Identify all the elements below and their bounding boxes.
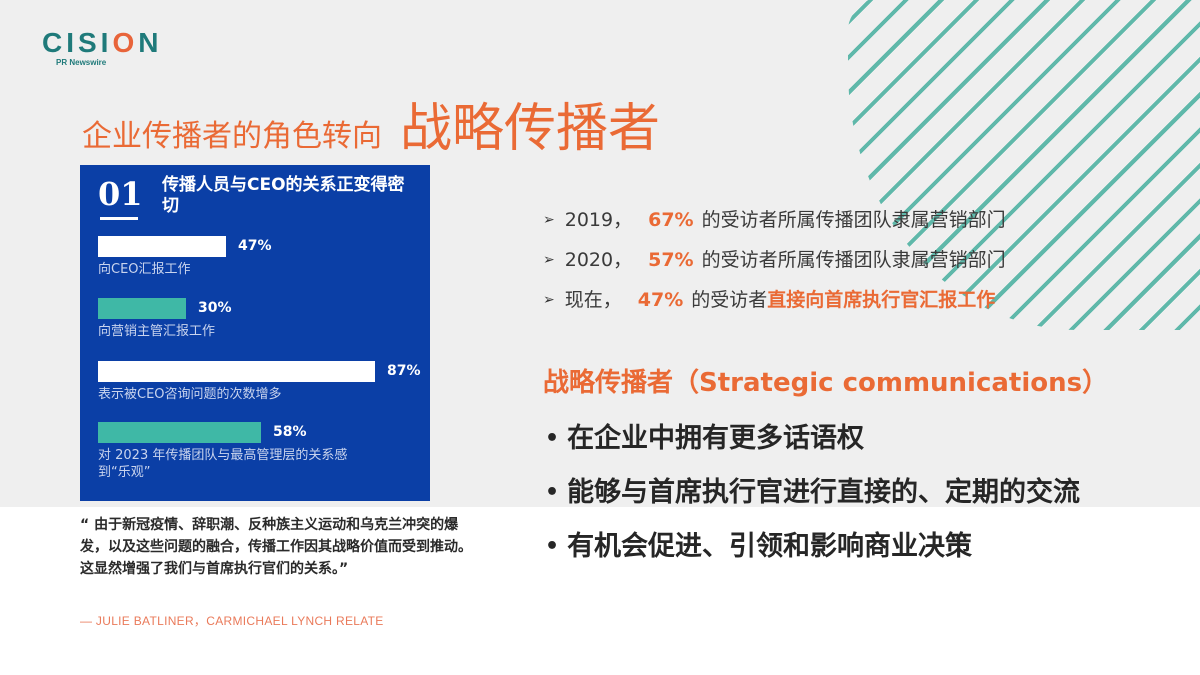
metric-optimistic: 58% 对 2023 年传播团队与最高管理层的关系感到“乐观” [98,421,378,481]
arrow-bullet-icon: ➢ [543,252,555,268]
stat-year: 2020， [564,249,633,271]
strategic-heading: 战略传播者（Strategic communications） [543,368,1109,398]
logo-subtitle: PR Newswire [56,58,107,67]
metric-value: 58% [273,424,307,440]
metric-bar [98,297,186,319]
stat-text: 的受访者 [691,289,768,311]
bullet-text: 能够与首席执行官进行直接的、定期的交流 [567,477,1081,508]
panel-heading: 传播人员与CEO的关系正变得密切 [162,175,405,216]
stat-item-now: ➢ 现在， 47% 的受访者 直接向首席执行官汇报工作 [543,280,1006,320]
stat-highlight: 直接向首席执行官汇报工作 [767,289,996,311]
bullet-item: • 能够与首席执行官进行直接的、定期的交流 [545,466,1080,520]
metric-bar [98,360,375,382]
metric-label: 向营销主管汇报工作 [98,324,216,339]
bullet-dot-icon: • [545,480,560,505]
stat-item-2020: ➢ 2020， 57% 的受访者所属传播团队隶属营销部门 [543,240,1006,280]
bullet-item: • 在企业中拥有更多话语权 [545,412,1080,466]
metric-label: 对 2023 年传播团队与最高管理层的关系感到“乐观” [98,448,348,480]
stat-text: 的受访者所属传播团队隶属营销部门 [701,249,1006,271]
quote-attribution: — JULIE BATLINER，CARMICHAEL LYNCH RELATE [80,614,384,628]
bullet-dot-icon: • [545,534,560,559]
arrow-bullet-icon: ➢ [543,212,555,228]
metric-marketing-reporting: 30% 向营销主管汇报工作 [98,297,232,340]
bullet-dot-icon: • [545,426,560,451]
stat-year: 2019， [564,209,633,231]
cision-logo: CISION PR Newswire [42,27,163,68]
logo-wordmark: CISION [42,27,163,58]
bullet-text: 有机会促进、引领和影响商业决策 [567,531,973,562]
title-lead: 企业传播者的角色转向 [82,119,382,154]
stat-percent: 47% [637,289,684,311]
metric-value: 47% [238,238,272,254]
metric-value: 87% [387,363,421,379]
title-emphasis: 战略传播者 [400,99,661,159]
metric-ceo-consulted: 87% 表示被CEO咨询问题的次数增多 [98,360,421,403]
quote-text: “ 由于新冠疫情、辞职潮、反种族主义运动和乌克兰冲突的爆发，以及这些问题的融合，… [80,517,472,577]
bullet-item: • 有机会促进、引领和影响商业决策 [545,520,1080,574]
panel-number: 01 [98,175,143,213]
metric-ceo-reporting: 47% 向CEO汇报工作 [98,235,272,278]
stat-percent: 57% [648,249,694,271]
stat-year: 现在， [564,289,622,311]
stat-percent: 67% [648,209,694,231]
metric-bar [98,421,261,443]
stats-list: ➢ 2019， 67% 的受访者所属传播团队隶属营销部门 ➢ 2020， 57%… [543,200,1006,320]
bullet-text: 在企业中拥有更多话语权 [567,423,865,454]
infographic-panel: 01 传播人员与CEO的关系正变得密切 47% 向CEO汇报工作 30% 向营销… [80,165,430,501]
metric-label: 表示被CEO咨询问题的次数增多 [98,387,282,402]
slide-title: 企业传播者的角色转向 战略传播者 [82,86,660,161]
stat-text: 的受访者所属传播团队隶属营销部门 [701,209,1006,231]
metric-bar [98,235,226,257]
strategic-bullets: • 在企业中拥有更多话语权 • 能够与首席执行官进行直接的、定期的交流 • 有机… [545,412,1080,574]
stat-item-2019: ➢ 2019， 67% 的受访者所属传播团队隶属营销部门 [543,200,1006,240]
metric-value: 30% [198,300,232,316]
panel-number-underline [100,217,138,220]
metric-label: 向CEO汇报工作 [98,262,191,277]
arrow-bullet-icon: ➢ [543,292,555,308]
